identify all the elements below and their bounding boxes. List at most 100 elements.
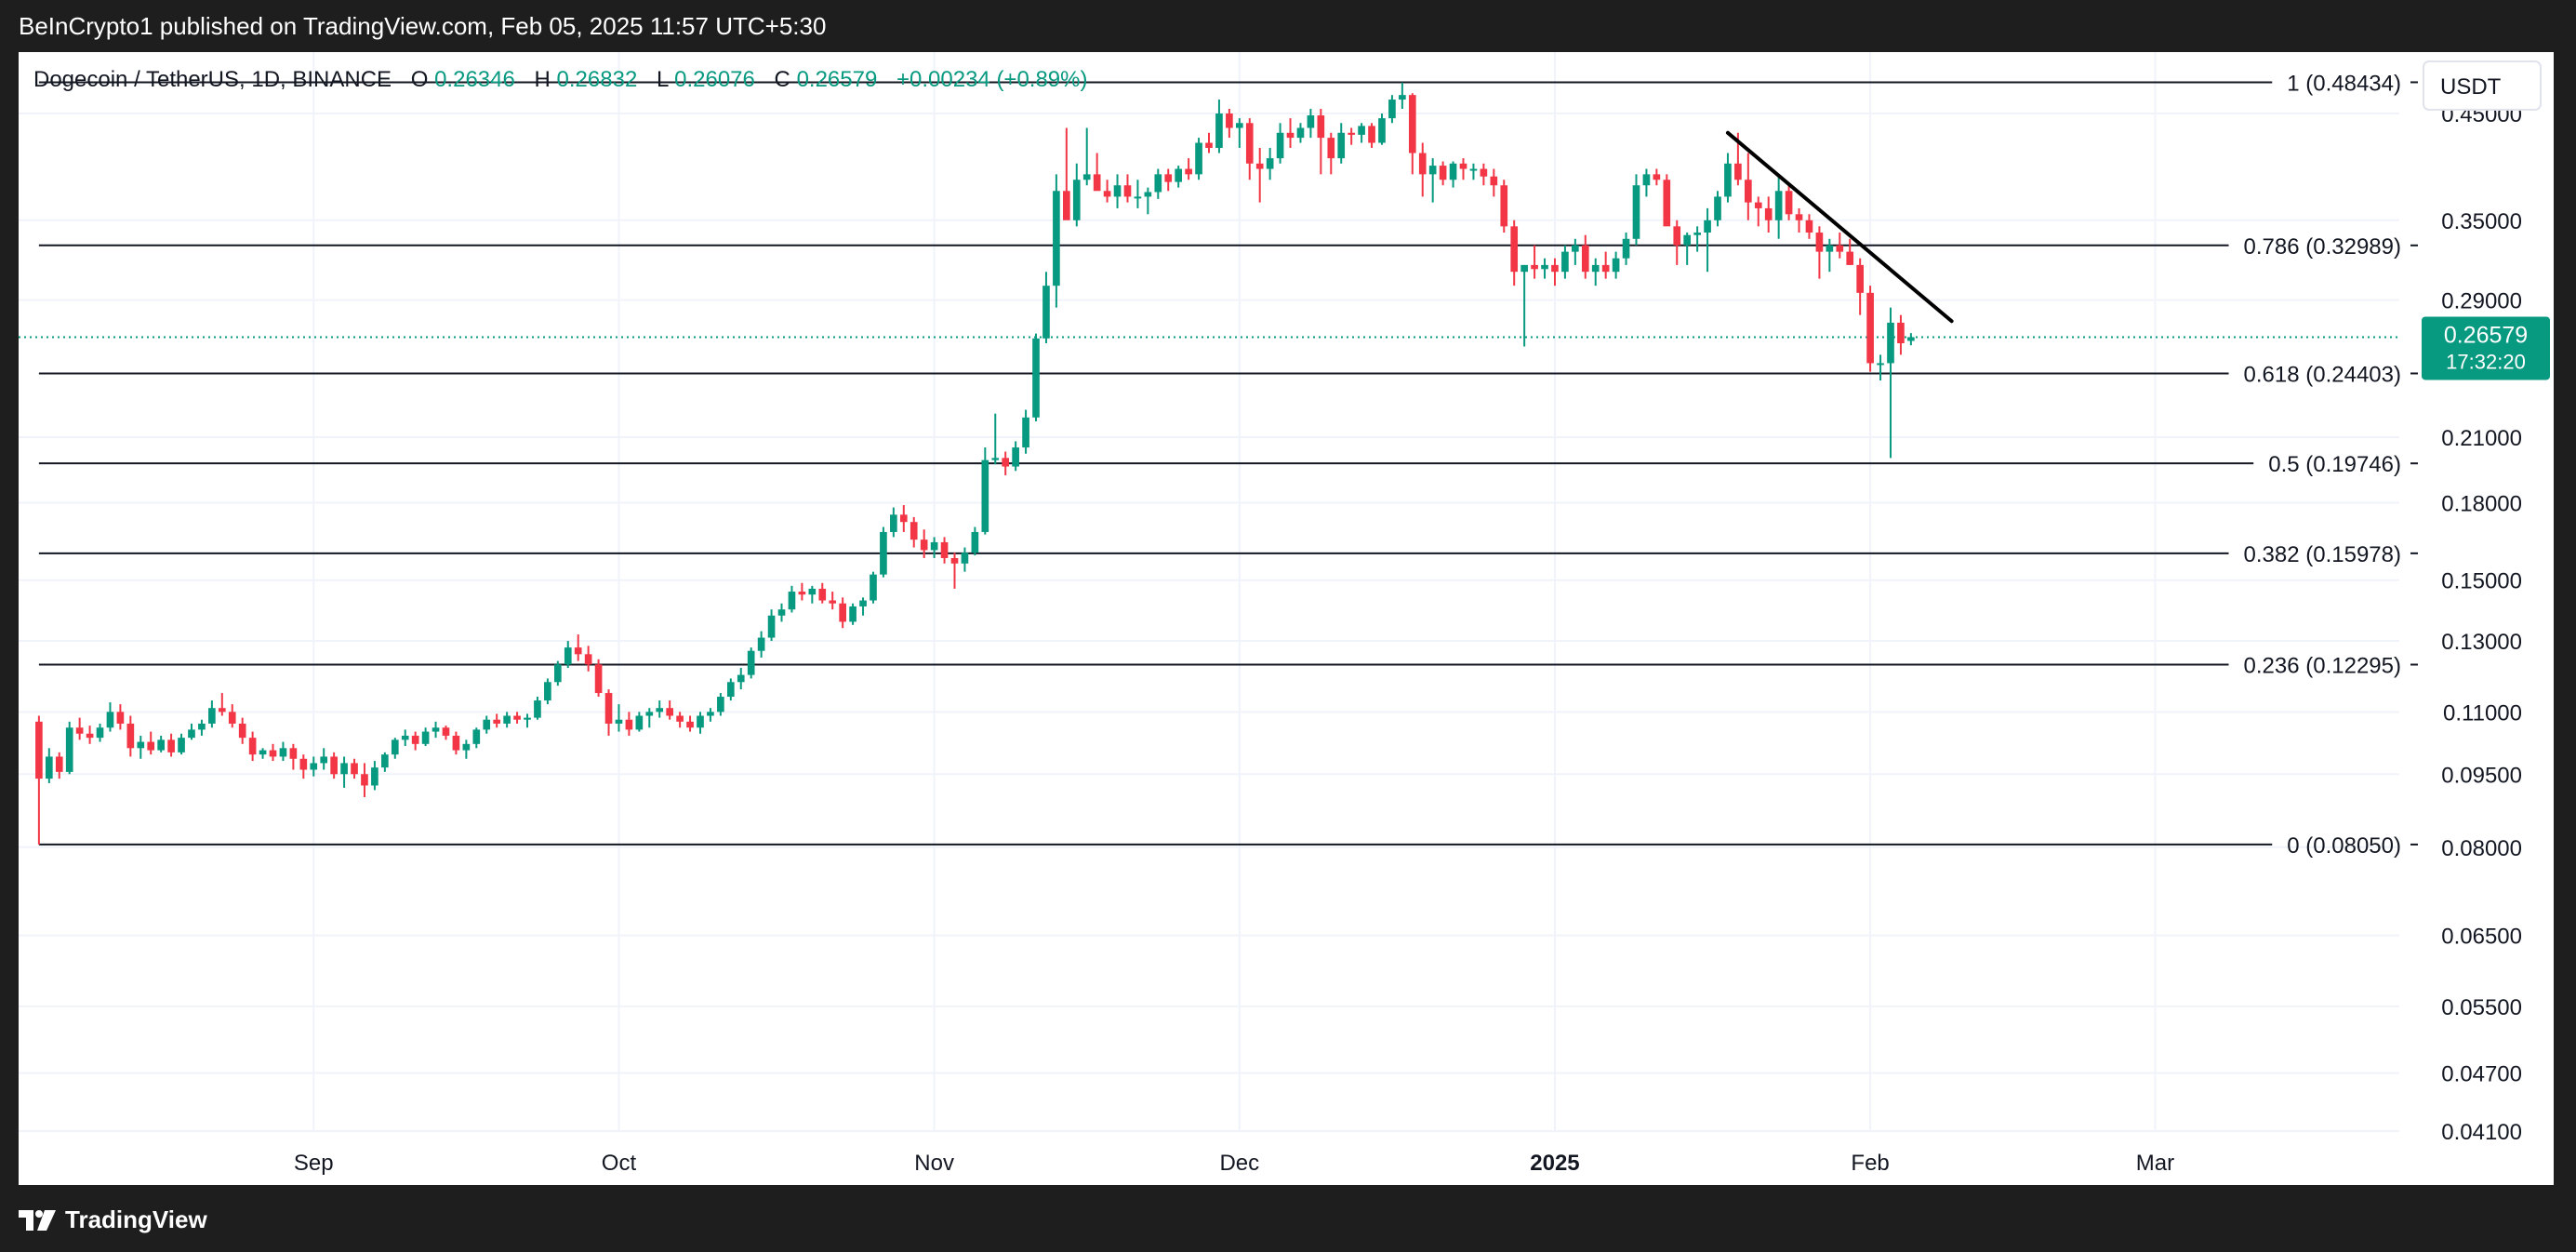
candle-up [279, 741, 287, 762]
candle-body [188, 729, 195, 739]
trendline-layer [1725, 130, 1954, 324]
candle-up [259, 748, 267, 759]
candle-up [106, 702, 114, 732]
candle-down [604, 689, 613, 736]
candle-body [1704, 220, 1711, 233]
x-tick-label: Nov [914, 1151, 954, 1176]
candle-down [839, 597, 846, 629]
candle-up [45, 748, 53, 783]
y-tick-label: 0.06500 [2441, 925, 2522, 950]
candle-down [1418, 142, 1427, 197]
change-value: +0.00234 (+0.89%) [896, 67, 1088, 92]
candle-body [1103, 191, 1111, 197]
candle-down [1500, 180, 1508, 233]
candle-up [1887, 307, 1894, 459]
candle-up [1774, 174, 1783, 239]
candle-down [829, 592, 837, 610]
y-tick-label: 0.21000 [2441, 426, 2522, 451]
candle-body [1510, 226, 1519, 273]
candle-body [391, 739, 399, 755]
candle-body [381, 754, 389, 768]
candle-body [1317, 115, 1325, 139]
candle-up [1561, 245, 1569, 279]
candle-body [1764, 207, 1773, 220]
candle-body [1439, 166, 1447, 180]
candle-down [1164, 168, 1173, 192]
candle-up [1307, 108, 1315, 139]
candle-body [401, 735, 409, 740]
candle-up [1175, 166, 1183, 188]
candle-body [1683, 234, 1692, 246]
candle-body [361, 774, 368, 786]
candle-body [1581, 245, 1589, 273]
candle-down [1856, 258, 1864, 315]
candle-body [1185, 168, 1192, 175]
candle-body [137, 741, 145, 749]
candle-body [1053, 191, 1060, 286]
candle-body [818, 588, 827, 601]
candle-up [971, 526, 979, 556]
candle-body [1327, 138, 1335, 159]
candle-down [1836, 233, 1844, 259]
candle-up [757, 631, 765, 658]
candle-up [1053, 174, 1060, 308]
candle-down [1795, 207, 1803, 233]
candle-down [910, 516, 918, 548]
candle-body [1663, 180, 1671, 227]
fib-level-label: 0 (0.08050) [2287, 833, 2401, 859]
tradingview-brand[interactable]: TradingView [19, 1205, 207, 1234]
candle-up [564, 641, 572, 669]
candlestick-chart[interactable]: 1 (0.48434) 0.786 (0.32989) 0.618 (0.24403… [19, 52, 2554, 1185]
last-price-badge: 0.26579 17:32:20 [2422, 316, 2550, 380]
candle-body [289, 748, 298, 759]
candle-body [1205, 142, 1213, 148]
candle-body [1531, 264, 1538, 270]
candle-up [747, 647, 755, 679]
candle-up [1632, 174, 1640, 246]
fib-level-label: 0.236 (0.12295) [2244, 654, 2401, 679]
candle-up [1693, 226, 1701, 252]
candle-up [1358, 123, 1365, 143]
candle-up [1388, 95, 1396, 124]
candle-body [45, 756, 53, 779]
candle-up [777, 603, 786, 622]
candle-up [737, 668, 745, 690]
candle-down [1123, 174, 1132, 203]
fib-level-label: 1 (0.48434) [2287, 71, 2401, 96]
candle-down [1255, 147, 1264, 203]
fib-level-label: 0.5 (0.19746) [2268, 452, 2401, 477]
candle-up [859, 597, 867, 616]
chart-panel[interactable]: 1 (0.48434) 0.786 (0.32989) 0.618 (0.24403… [19, 52, 2554, 1185]
candle-up [1622, 233, 1630, 265]
candle-up [1428, 158, 1437, 203]
candle-down [1245, 118, 1254, 180]
time-axis[interactable]: Sep Oct Nov Dec 2025 Feb Mar [294, 1151, 2174, 1176]
candle-body [279, 748, 287, 757]
candle-body [1500, 185, 1508, 227]
candle-up [767, 609, 776, 642]
candle-down [1531, 245, 1538, 279]
price-axis[interactable]: 0.450000.350000.290000.210000.180000.150… [2441, 102, 2522, 1145]
candle-up [1399, 82, 1406, 109]
candle-body [472, 729, 481, 744]
candle-up [534, 697, 541, 720]
brand-name: TradingView [65, 1205, 207, 1233]
candle-down [1286, 118, 1295, 148]
svg-text:Dogecoin / TetherUS, 1D, BINAN: Dogecoin / TetherUS, 1D, BINANCE O 0.263… [33, 67, 1088, 92]
candle-body [157, 739, 165, 751]
candle-up [1572, 238, 1579, 265]
last-price-value: 0.26579 [2444, 322, 2528, 348]
candle-up [1113, 174, 1122, 208]
candle-down [1551, 258, 1559, 286]
candle-body [330, 756, 338, 775]
currency-button[interactable]: USDT [2423, 60, 2542, 111]
candle-down [574, 634, 582, 661]
y-tick-label: 0.35000 [2441, 209, 2522, 234]
candle-body [1063, 191, 1070, 220]
candle-down [1510, 220, 1519, 286]
candle-body [513, 715, 521, 720]
candle-up [391, 738, 399, 759]
candle-up [1154, 168, 1162, 199]
candle-body [1418, 153, 1427, 175]
currency-label: USDT [2440, 74, 2502, 100]
